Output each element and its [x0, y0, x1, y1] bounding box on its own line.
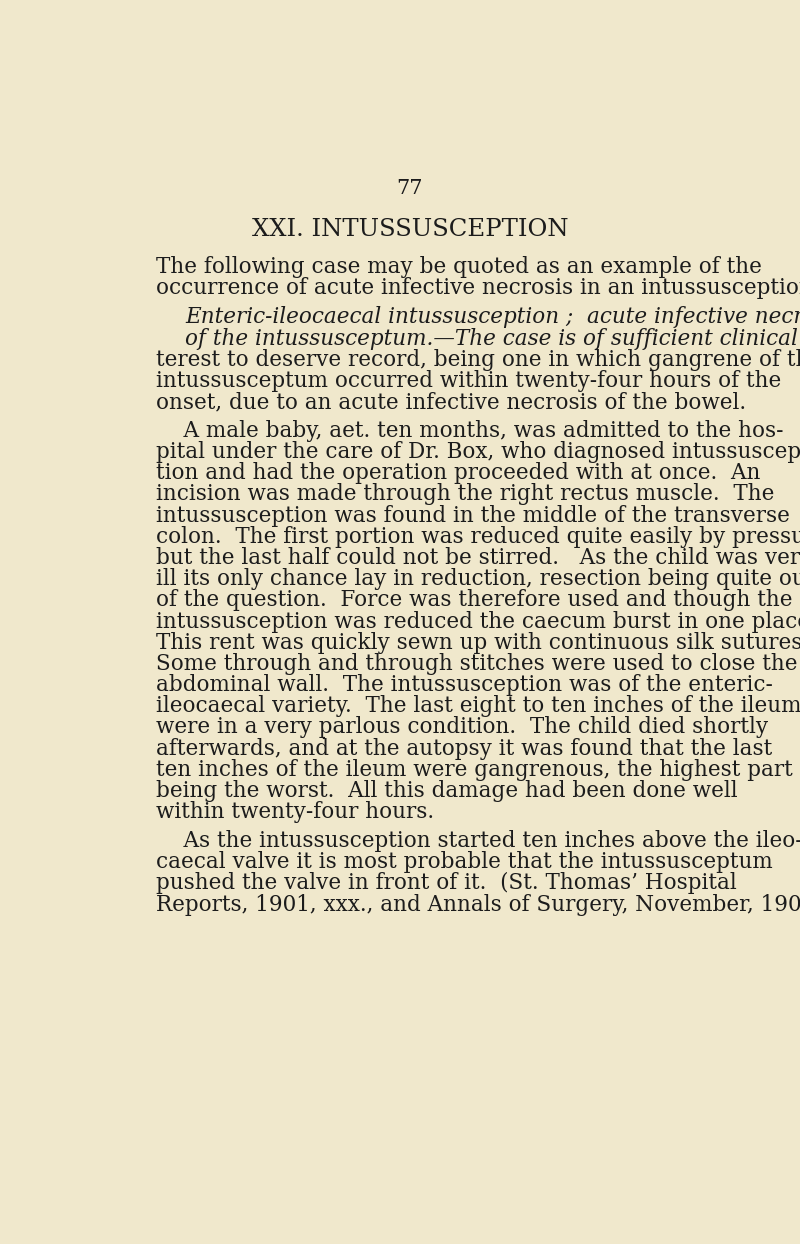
Text: intussusceptum occurred within twenty-four hours of the: intussusceptum occurred within twenty-fo… — [156, 369, 781, 392]
Text: A male baby, aet. ten months, was admitted to the hos-: A male baby, aet. ten months, was admitt… — [156, 420, 783, 442]
Text: pushed the valve in front of it.  (St. Thomas’ Hospital: pushed the valve in front of it. (St. Th… — [156, 872, 737, 894]
Text: 77: 77 — [397, 179, 423, 198]
Text: onset, due to an acute infective necrosis of the bowel.: onset, due to an acute infective necrosi… — [156, 391, 746, 413]
Text: ten inches of the ileum were gangrenous, the highest part: ten inches of the ileum were gangrenous,… — [156, 759, 793, 781]
Text: of the intussusceptum.—The case is of sufficient clinical in-: of the intussusceptum.—The case is of su… — [186, 327, 800, 350]
Text: intussusception was reduced the caecum burst in one place.: intussusception was reduced the caecum b… — [156, 611, 800, 632]
Text: caecal valve it is most probable that the intussusceptum: caecal valve it is most probable that th… — [156, 851, 773, 873]
Text: afterwards, and at the autopsy it was found that the last: afterwards, and at the autopsy it was fo… — [156, 738, 772, 760]
Text: tion and had the operation proceeded with at once.  An: tion and had the operation proceeded wit… — [156, 463, 760, 484]
Text: occurrence of acute infective necrosis in an intussusception—: occurrence of acute infective necrosis i… — [156, 277, 800, 300]
Text: Some through and through stitches were used to close the: Some through and through stitches were u… — [156, 653, 798, 674]
Text: ill its only chance lay in reduction, resection being quite out: ill its only chance lay in reduction, re… — [156, 569, 800, 590]
Text: pital under the care of Dr. Box, who diagnosed intussuscep-: pital under the care of Dr. Box, who dia… — [156, 442, 800, 463]
Text: terest to deserve record, being one in which gangrene of the: terest to deserve record, being one in w… — [156, 348, 800, 371]
Text: XXI. INTUSSUSCEPTION: XXI. INTUSSUSCEPTION — [252, 218, 568, 241]
Text: As the intussusception started ten inches above the ileo-: As the intussusception started ten inche… — [156, 830, 800, 852]
Text: colon.  The first portion was reduced quite easily by pressure,: colon. The first portion was reduced qui… — [156, 526, 800, 547]
Text: This rent was quickly sewn up with continuous silk sutures.: This rent was quickly sewn up with conti… — [156, 632, 800, 653]
Text: within twenty-four hours.: within twenty-four hours. — [156, 801, 434, 824]
Text: but the last half could not be stirred.   As the child was very: but the last half could not be stirred. … — [156, 547, 800, 569]
Text: ileocaecal variety.  The last eight to ten inches of the ileum: ileocaecal variety. The last eight to te… — [156, 695, 800, 718]
Text: Enteric-ileocaecal intussusception ;  acute infective necrosis: Enteric-ileocaecal intussusception ; acu… — [186, 306, 800, 328]
Text: abdominal wall.  The intussusception was of the enteric-: abdominal wall. The intussusception was … — [156, 674, 773, 697]
Text: intussusception was found in the middle of the transverse: intussusception was found in the middle … — [156, 505, 790, 526]
Text: Reports, 1901, xxx., and Annals of Surgery, November, 1904.): Reports, 1901, xxx., and Annals of Surge… — [156, 893, 800, 916]
Text: being the worst.  All this damage had been done well: being the worst. All this damage had bee… — [156, 780, 738, 802]
Text: were in a very parlous condition.  The child died shortly: were in a very parlous condition. The ch… — [156, 717, 768, 739]
Text: The following case may be quoted as an example of the: The following case may be quoted as an e… — [156, 256, 762, 279]
Text: of the question.  Force was therefore used and though the: of the question. Force was therefore use… — [156, 590, 792, 611]
Text: incision was made through the right rectus muscle.  The: incision was made through the right rect… — [156, 484, 774, 505]
